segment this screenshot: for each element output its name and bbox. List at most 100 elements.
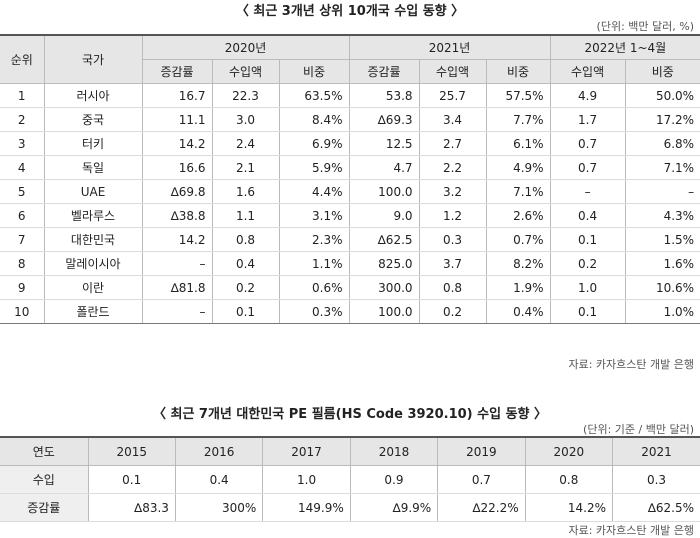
cell-g20: – xyxy=(141,299,212,324)
cell-s20: 2.3% xyxy=(278,227,350,252)
cell-rank: 10 xyxy=(0,299,44,324)
cell-g20: ∆38.8 xyxy=(141,203,212,228)
cell-a22: 0.2 xyxy=(549,251,626,276)
cell-a21: 2.2 xyxy=(418,155,487,180)
cell-s22: 10.6% xyxy=(624,275,700,300)
cell-s20: 8.4% xyxy=(278,107,350,132)
table-row: 3 터키 14.2 2.4 6.9% 12.5 2.7 6.1% 0.7 6.8% xyxy=(0,131,700,156)
cell-g21: 4.7 xyxy=(348,155,420,180)
cell-g20: 14.2 xyxy=(141,227,212,252)
table2-source: 자료: 카자흐스탄 개발 은행 xyxy=(568,524,694,537)
cell-a21: 2.7 xyxy=(418,131,487,156)
table-row: 8 말레이시아 –0.4 1.1% 825.0 3.7 8.2% 0.2 1.6% xyxy=(0,251,700,276)
import-top10-table: 순위 국가 2020년 2021년 2022년 1~4월 증감률 수입액 비중 … xyxy=(0,34,700,324)
cell-a22: 4.9 xyxy=(549,83,626,108)
cell-country: 이란 xyxy=(43,275,142,300)
cell-a20: 2.4 xyxy=(211,131,279,156)
cell-country: 중국 xyxy=(43,107,142,132)
header-rank: 순위 xyxy=(0,35,44,84)
table-row: 7 대한민국 14.2 0.8 2.3% ∆62.5 0.3 0.7% 0.1 1.5% xyxy=(0,227,700,252)
cell-country: 대한민국 xyxy=(43,227,142,252)
cell-rank: 6 xyxy=(0,203,44,228)
cell-a21: 25.7 xyxy=(418,83,487,108)
cell-value: 0.7 xyxy=(437,465,526,494)
cell-country: 말레이시아 xyxy=(43,251,142,276)
header-year-value: 2019 xyxy=(437,437,526,466)
cell-rank: 9 xyxy=(0,275,44,300)
cell-a20: 0.2 xyxy=(211,275,279,300)
header-amount: 수입액 xyxy=(418,59,487,84)
cell-a22: 1.7 xyxy=(549,107,626,132)
header-year-value: 2015 xyxy=(87,437,176,466)
cell-s22: 6.8% xyxy=(624,131,700,156)
cell-g21: ∆62.5 xyxy=(348,227,420,252)
cell-value: 14.2% xyxy=(524,493,613,522)
cell-a20: 22.3 xyxy=(211,83,279,108)
cell-a21: 0.8 xyxy=(418,275,487,300)
cell-value: 1.0 xyxy=(262,465,351,494)
table-row: 증감률 ∆83.3 300% 149.9% ∆9.9% ∆22.2% 14.2% ∆62.5% xyxy=(0,493,700,522)
cell-s22: 1.5% xyxy=(624,227,700,252)
cell-rank: 8 xyxy=(0,251,44,276)
cell-s21: 0.4% xyxy=(485,299,551,324)
row-label: 증감률 xyxy=(0,493,88,522)
header-country: 국가 xyxy=(43,35,142,84)
cell-g20: 11.1 xyxy=(141,107,212,132)
cell-s20: 63.5% xyxy=(278,83,350,108)
cell-g20: 16.7 xyxy=(141,83,212,108)
cell-s22: 1.0% xyxy=(624,299,700,324)
table1-title: 〈 최근 3개년 상위 10개국 수입 동향 〉 xyxy=(235,4,465,19)
table-row: 6 벨라루스 ∆38.8 1.1 3.1% 9.0 1.2 2.6% 0.4 4.3% xyxy=(0,203,700,228)
cell-country: 터키 xyxy=(43,131,142,156)
cell-a21: 0.3 xyxy=(418,227,487,252)
cell-a20: 2.1 xyxy=(211,155,279,180)
cell-s20: 6.9% xyxy=(278,131,350,156)
cell-s21: 8.2% xyxy=(485,251,551,276)
cell-value: 300% xyxy=(174,493,263,522)
cell-value: ∆9.9% xyxy=(349,493,438,522)
table-row: 10 폴란드 –0.1 0.3% 100.0 0.2 0.4% 0.1 1.0% xyxy=(0,299,700,324)
cell-a20: 0.8 xyxy=(211,227,279,252)
cell-value: 0.4 xyxy=(174,465,263,494)
cell-value: 0.3 xyxy=(612,465,700,494)
cell-s21: 1.9% xyxy=(485,275,551,300)
cell-s22: 50.0% xyxy=(624,83,700,108)
cell-rank: 4 xyxy=(0,155,44,180)
cell-a20: 0.1 xyxy=(211,299,279,324)
cell-s21: 6.1% xyxy=(485,131,551,156)
cell-g21: 100.0 xyxy=(348,299,420,324)
header-year-value: 2016 xyxy=(174,437,263,466)
cell-a20: 0.4 xyxy=(211,251,279,276)
cell-a20: 1.6 xyxy=(211,179,279,204)
cell-s20: 5.9% xyxy=(278,155,350,180)
cell-a22: 0.7 xyxy=(549,155,626,180)
header-share: 비중 xyxy=(624,59,700,84)
cell-value: 0.9 xyxy=(349,465,438,494)
cell-s21: 0.7% xyxy=(485,227,551,252)
cell-rank: 5 xyxy=(0,179,44,204)
cell-g20: – xyxy=(141,251,212,276)
header-year-value: 2017 xyxy=(262,437,351,466)
row-label: 수입 xyxy=(0,465,88,494)
cell-a22: – xyxy=(549,179,626,204)
header-growth: 증감률 xyxy=(141,59,212,84)
header-2021: 2021년 xyxy=(348,35,551,60)
cell-g21: 12.5 xyxy=(348,131,420,156)
cell-s20: 0.3% xyxy=(278,299,350,324)
table-row: 4 독일 16.6 2.1 5.9% 4.7 2.2 4.9% 0.7 7.1% xyxy=(0,155,700,180)
cell-a20: 3.0 xyxy=(211,107,279,132)
header-year-value: 2021 xyxy=(612,437,700,466)
cell-country: 벨라루스 xyxy=(43,203,142,228)
cell-value: 149.9% xyxy=(262,493,351,522)
cell-value: ∆62.5% xyxy=(612,493,700,522)
cell-s20: 3.1% xyxy=(278,203,350,228)
cell-a22: 0.1 xyxy=(549,299,626,324)
cell-g21: 9.0 xyxy=(348,203,420,228)
cell-g21: ∆69.3 xyxy=(348,107,420,132)
table2-unit: (단위: 기준 / 백만 달러) xyxy=(583,423,694,436)
cell-a21: 3.4 xyxy=(418,107,487,132)
cell-s22: 7.1% xyxy=(624,155,700,180)
cell-country: 폴란드 xyxy=(43,299,142,324)
header-2020: 2020년 xyxy=(141,35,350,60)
cell-value: 0.1 xyxy=(87,465,176,494)
